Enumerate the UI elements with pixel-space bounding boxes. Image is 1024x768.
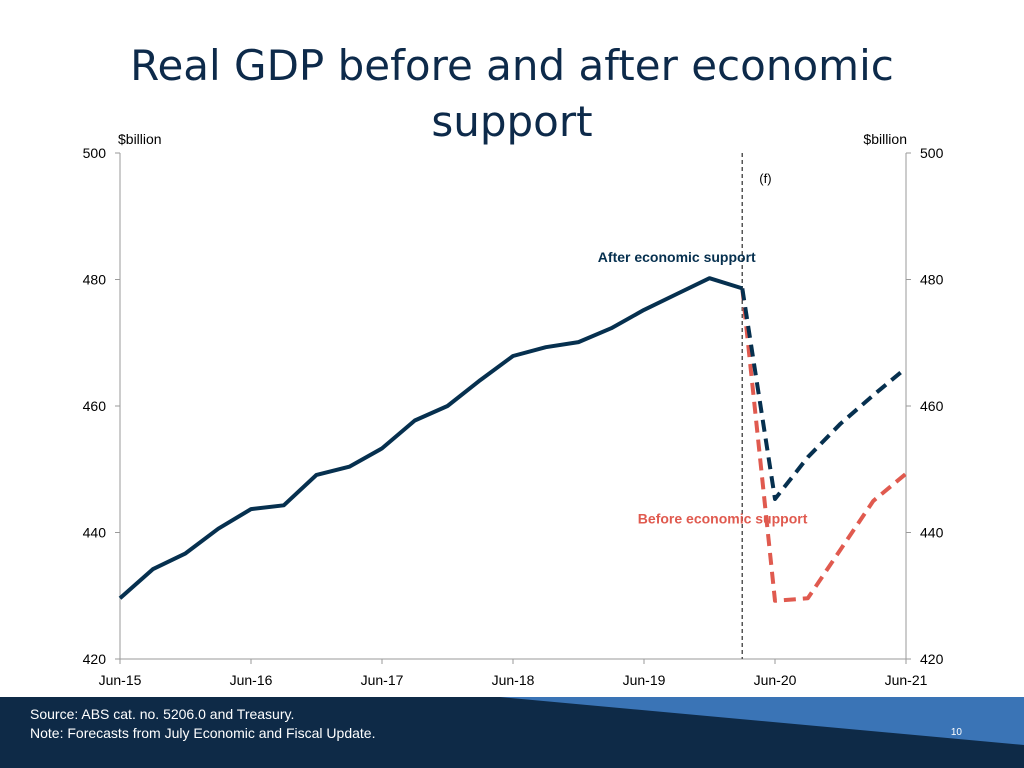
right-y-unit-label: $billion	[863, 131, 907, 147]
x-tick-label: Jun-16	[230, 672, 273, 688]
page-number: 10	[950, 727, 962, 738]
forecast-note: Note: Forecasts from July Economic and F…	[30, 725, 376, 741]
forecast-label: (f)	[759, 171, 771, 186]
title-line-2: support	[431, 97, 593, 146]
right-y-tick-label: 440	[920, 525, 944, 541]
x-tick-label: Jun-17	[361, 672, 404, 688]
right-y-tick-label: 420	[920, 651, 944, 667]
x-tick-label: Jun-21	[885, 672, 928, 688]
footer-accent-band	[500, 697, 1024, 745]
left-y-tick-label: 480	[83, 272, 107, 288]
source-note: Source: ABS cat. no. 5206.0 and Treasury…	[30, 706, 295, 722]
gdp-line-chart: 420 420 440 440 460 460 480 480 500 500 $billion $b…	[83, 131, 944, 688]
right-y-tick-label: 500	[920, 145, 944, 161]
slide-title: Real GDP before and after economic suppo…	[0, 38, 1024, 150]
footer-notes: Source: ABS cat. no. 5206.0 and Treasury…	[30, 705, 375, 743]
left-y-tick-label: 420	[83, 651, 107, 667]
left-y-tick-label: 460	[83, 398, 107, 414]
x-tick-label: Jun-18	[492, 672, 535, 688]
before-support-series-label: Before economic support	[638, 511, 808, 527]
left-y-tick-label: 500	[83, 145, 107, 161]
left-y-tick-label: 440	[83, 525, 107, 541]
right-y-tick-label: 480	[920, 272, 944, 288]
title-line-1: Real GDP before and after economic	[130, 41, 894, 90]
x-tick-label: Jun-20	[754, 672, 797, 688]
x-tick-label: Jun-15	[99, 672, 142, 688]
after-support-series-label: After economic support	[598, 249, 756, 265]
after-support-solid-line	[118, 276, 743, 600]
right-y-tick-label: 460	[920, 398, 944, 414]
slide-footer: Source: ABS cat. no. 5206.0 and Treasury…	[0, 697, 1024, 768]
after-support-dashed-line	[740, 288, 908, 501]
x-tick-label: Jun-19	[623, 672, 666, 688]
left-y-unit-label: $billion	[118, 131, 162, 147]
